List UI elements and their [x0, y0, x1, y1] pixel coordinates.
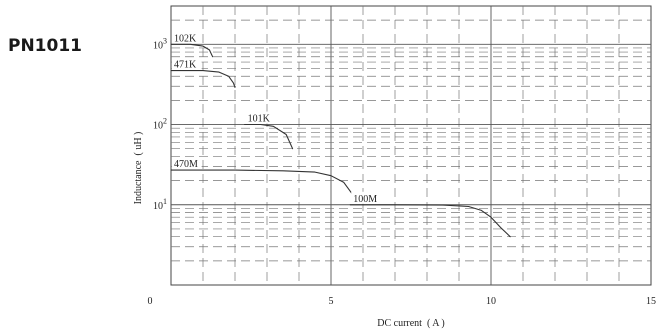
y-tick-label: 103	[153, 36, 167, 51]
series-label: 471K	[174, 60, 197, 71]
plot-frame	[170, 5, 652, 286]
series-label-backdrop	[245, 111, 276, 124]
series-label: 470M	[174, 159, 198, 170]
series-line	[170, 70, 236, 88]
y-axis-label: Inductance ( uH )	[133, 132, 144, 205]
series-label: 100M	[353, 194, 377, 205]
part-number-label: PN1011	[8, 36, 83, 56]
grid	[171, 6, 651, 285]
y-axis-ticks: 101 102 103	[153, 36, 167, 211]
series-label: 101K	[248, 114, 271, 125]
series-line	[170, 169, 354, 197]
x-axis-label: DC current ( A )	[377, 318, 445, 329]
series-label-backdrop	[351, 191, 381, 204]
series-labels: 102K 471K 101K 470M 100M	[172, 31, 381, 205]
series-line	[170, 43, 214, 58]
y-tick-label: 101	[153, 197, 167, 212]
series-line	[349, 204, 511, 238]
x-tick-label: 10	[486, 296, 496, 307]
x-axis-ticks: 0 5 10 15	[148, 296, 657, 307]
series-label: 102K	[174, 33, 197, 44]
series-line	[244, 123, 294, 150]
x-tick-label: 0	[148, 296, 153, 307]
series-label-backdrop	[172, 57, 202, 70]
x-tick-label: 5	[329, 296, 334, 307]
y-tick-label: 102	[153, 117, 167, 132]
x-tick-label: 15	[646, 296, 656, 307]
series-label-backdrop	[172, 31, 202, 44]
curves	[170, 43, 511, 238]
series-label-backdrop	[172, 157, 202, 170]
